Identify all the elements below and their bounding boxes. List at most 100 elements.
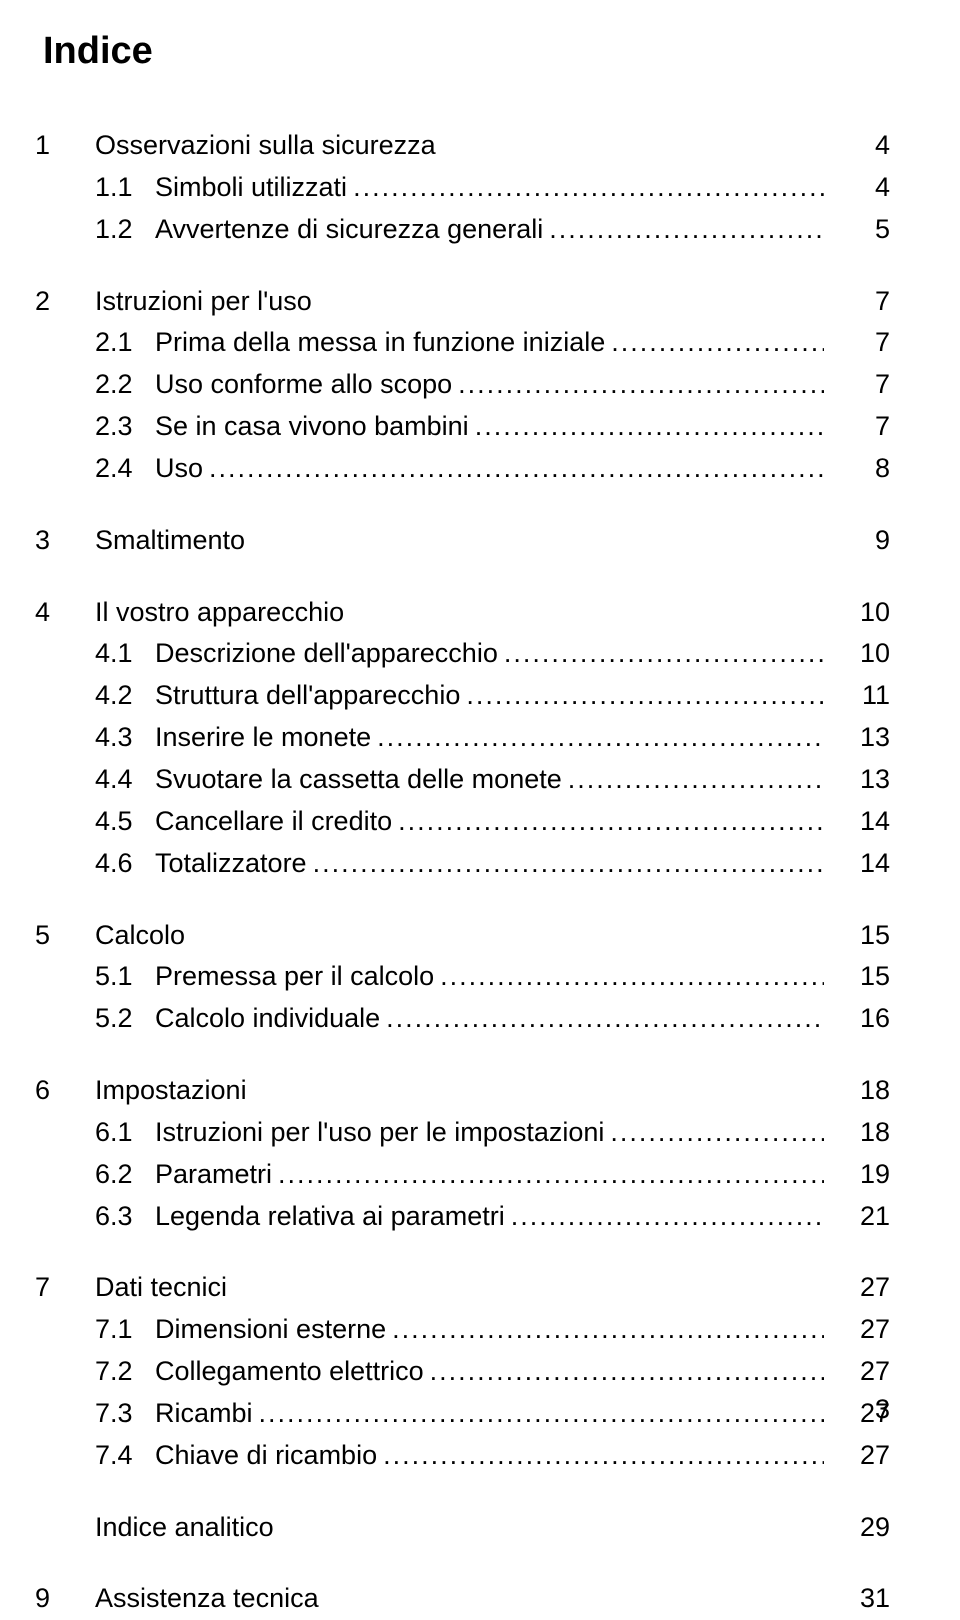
dot-leader: ........................................… — [383, 1435, 824, 1477]
chapter-number: 5 — [35, 915, 95, 957]
toc-sub-row: 4.5Cancellare il credito................… — [35, 801, 890, 843]
dot-leader: ........................................… — [568, 759, 824, 801]
toc-chapter-row: 3Smaltimento9 — [35, 520, 890, 562]
sub-number: 6.3 — [95, 1196, 155, 1238]
toc-sub-row: 2.3Se in casa vivono bambini............… — [35, 406, 890, 448]
sub-number: 2.1 — [95, 322, 155, 364]
toc-section: 9Assistenza tecnica31 — [35, 1578, 890, 1620]
toc-section: Indice analitico29 — [35, 1507, 890, 1549]
chapter-title: Indice analitico — [95, 1507, 830, 1549]
chapter-page: 9 — [830, 520, 890, 562]
sub-page: 7 — [830, 364, 890, 406]
toc-sub-row: 2.2Uso conforme allo scopo..............… — [35, 364, 890, 406]
toc-sub-row: 4.1Descrizione dell'apparecchio.........… — [35, 633, 890, 675]
dot-leader: ........................................… — [353, 167, 824, 209]
toc-sub-row: 7.3Ricambi..............................… — [35, 1393, 890, 1435]
toc-chapter-row: 1Osservazioni sulla sicurezza4 — [35, 125, 890, 167]
toc-section: 2Istruzioni per l'uso72.1Prima della mes… — [35, 281, 890, 490]
sub-page: 21 — [830, 1196, 890, 1238]
toc-sub-row: 1.2Avvertenze di sicurezza generali.....… — [35, 209, 890, 251]
sub-page: 16 — [830, 998, 890, 1040]
toc-sub-row: 5.1Premessa per il calcolo..............… — [35, 956, 890, 998]
dot-leader: ........................................… — [475, 406, 824, 448]
sub-number: 7.3 — [95, 1393, 155, 1435]
sub-number: 7.2 — [95, 1351, 155, 1393]
sub-number: 2.3 — [95, 406, 155, 448]
chapter-page: 4 — [830, 125, 890, 167]
dot-leader: ........................................… — [392, 1309, 824, 1351]
toc-chapter-row: 4Il vostro apparecchio10 — [35, 592, 890, 634]
chapter-title: Calcolo — [95, 915, 830, 957]
sub-title: Uso — [155, 448, 203, 490]
toc-sub-row: 4.3Inserire le monete...................… — [35, 717, 890, 759]
toc-section: 3Smaltimento9 — [35, 520, 890, 562]
toc-sub-row: 6.1Istruzioni per l'uso per le impostazi… — [35, 1112, 890, 1154]
dot-leader: ........................................… — [377, 717, 824, 759]
sub-title: Cancellare il credito — [155, 801, 392, 843]
chapter-page: 18 — [830, 1070, 890, 1112]
sub-page: 15 — [830, 956, 890, 998]
toc-chapter-row: 9Assistenza tecnica31 — [35, 1578, 890, 1620]
toc-sub-row: 6.2Parametri............................… — [35, 1154, 890, 1196]
sub-page: 13 — [830, 759, 890, 801]
dot-leader: ........................................… — [611, 322, 824, 364]
chapter-title: Il vostro apparecchio — [95, 592, 830, 634]
toc-section: 5Calcolo155.1Premessa per il calcolo....… — [35, 915, 890, 1041]
sub-number: 7.4 — [95, 1435, 155, 1477]
chapter-page: 10 — [830, 592, 890, 634]
chapter-title: Istruzioni per l'uso — [95, 281, 830, 323]
chapter-number: 2 — [35, 281, 95, 323]
sub-title: Simboli utilizzati — [155, 167, 347, 209]
page-title: Indice — [43, 30, 890, 73]
chapter-page: 7 — [830, 281, 890, 323]
dot-leader: ........................................… — [466, 675, 824, 717]
sub-number: 4.5 — [95, 801, 155, 843]
toc-section: 7Dati tecnici277.1Dimensioni esterne....… — [35, 1267, 890, 1476]
chapter-title: Osservazioni sulla sicurezza — [95, 125, 830, 167]
chapter-number: 6 — [35, 1070, 95, 1112]
sub-page: 14 — [830, 801, 890, 843]
sub-page: 14 — [830, 843, 890, 885]
document-page: Indice 1Osservazioni sulla sicurezza41.1… — [0, 0, 960, 1455]
dot-leader: ........................................… — [209, 448, 824, 490]
toc-sub-row: 6.3Legenda relativa ai parametri........… — [35, 1196, 890, 1238]
chapter-title: Impostazioni — [95, 1070, 830, 1112]
page-number: 3 — [875, 1394, 890, 1425]
sub-number: 2.2 — [95, 364, 155, 406]
sub-title: Dimensioni esterne — [155, 1309, 386, 1351]
sub-title: Chiave di ricambio — [155, 1435, 377, 1477]
dot-leader: ........................................… — [278, 1154, 824, 1196]
sub-title: Se in casa vivono bambini — [155, 406, 469, 448]
sub-number: 4.4 — [95, 759, 155, 801]
chapter-number: 1 — [35, 125, 95, 167]
sub-title: Prima della messa in funzione iniziale — [155, 322, 605, 364]
toc-chapter-row: 6Impostazioni18 — [35, 1070, 890, 1112]
toc-section: 1Osservazioni sulla sicurezza41.1Simboli… — [35, 125, 890, 251]
toc-section: 6Impostazioni186.1Istruzioni per l'uso p… — [35, 1070, 890, 1237]
toc-sub-row: 1.1Simboli utilizzati...................… — [35, 167, 890, 209]
toc-sub-row: 4.2Struttura dell'apparecchio...........… — [35, 675, 890, 717]
sub-page: 27 — [830, 1435, 890, 1477]
sub-title: Uso conforme allo scopo — [155, 364, 452, 406]
sub-page: 4 — [830, 167, 890, 209]
sub-page: 10 — [830, 633, 890, 675]
sub-title: Premessa per il calcolo — [155, 956, 434, 998]
sub-title: Descrizione dell'apparecchio — [155, 633, 498, 675]
chapter-page: 27 — [830, 1267, 890, 1309]
toc-chapter-row: 2Istruzioni per l'uso7 — [35, 281, 890, 323]
table-of-contents: 1Osservazioni sulla sicurezza41.1Simboli… — [35, 125, 890, 1620]
dot-leader: ........................................… — [398, 801, 824, 843]
dot-leader: ........................................… — [610, 1112, 824, 1154]
chapter-page: 31 — [830, 1578, 890, 1620]
chapter-title: Smaltimento — [95, 520, 830, 562]
toc-sub-row: 2.4Uso..................................… — [35, 448, 890, 490]
sub-number: 1.2 — [95, 209, 155, 251]
toc-sub-row: 4.6Totalizzatore........................… — [35, 843, 890, 885]
dot-leader: ........................................… — [549, 209, 824, 251]
sub-title: Istruzioni per l'uso per le impostazioni — [155, 1112, 604, 1154]
sub-page: 27 — [830, 1351, 890, 1393]
dot-leader: ........................................… — [458, 364, 824, 406]
sub-page: 7 — [830, 322, 890, 364]
sub-title: Calcolo individuale — [155, 998, 380, 1040]
dot-leader: ........................................… — [511, 1196, 824, 1238]
